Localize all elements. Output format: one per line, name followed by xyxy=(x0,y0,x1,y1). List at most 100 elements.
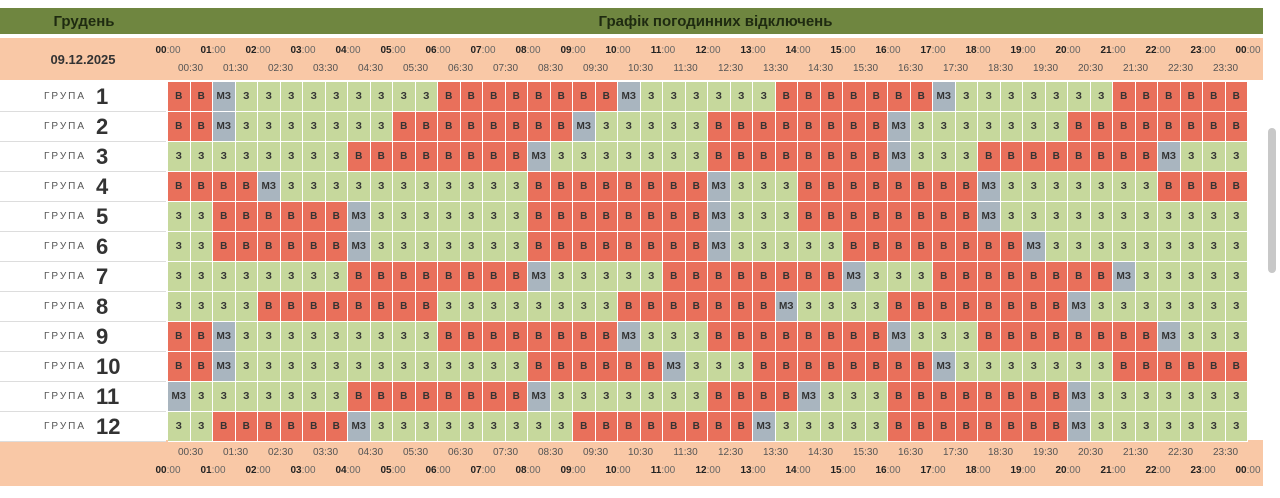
half-hour-label: 09:30 xyxy=(582,63,609,74)
half-hour-label: 11:30 xyxy=(673,63,698,74)
slot-cell: В xyxy=(438,82,461,112)
slot-cell: З xyxy=(1045,202,1068,232)
slot-cell: В xyxy=(798,202,821,232)
hour-label: 04:00 xyxy=(335,45,361,56)
slot-cell: МЗ xyxy=(1023,232,1046,262)
slot-cell: З xyxy=(1113,292,1136,322)
slot-cell: З xyxy=(483,412,506,442)
group-number: 1 xyxy=(96,83,109,109)
slot-cell: В xyxy=(505,262,528,292)
slot-cell: З xyxy=(393,322,416,352)
slot-cell: З xyxy=(415,202,438,232)
half-hour-label: 09:30 xyxy=(582,447,609,458)
slot-cell: З xyxy=(505,352,528,382)
slot-cell: В xyxy=(1000,292,1023,322)
slot-cell: З xyxy=(483,232,506,262)
slot-cell: З xyxy=(1225,232,1248,262)
half-hour-label: 04:30 xyxy=(357,63,384,74)
slot-cell: В xyxy=(865,82,888,112)
slot-cell: В xyxy=(1225,172,1248,202)
slot-cell: З xyxy=(258,352,281,382)
hour-label: 09:00 xyxy=(560,465,586,476)
slot-cell: З xyxy=(663,112,686,142)
slot-cell: В xyxy=(753,292,776,322)
slot-cell: В xyxy=(820,322,843,352)
slot-cell: В xyxy=(528,112,551,142)
slot-cell: З xyxy=(303,172,326,202)
slot-cell: З xyxy=(280,112,303,142)
slot-cell: В xyxy=(415,292,438,322)
hour-label: 19:00 xyxy=(1010,465,1036,476)
slot-cell: В xyxy=(235,202,258,232)
slot-cell: З xyxy=(370,322,393,352)
half-hour-label: 16:30 xyxy=(897,447,924,458)
slot-cell: В xyxy=(730,382,753,412)
slot-cell: В xyxy=(933,262,956,292)
slot-cell: В xyxy=(1045,322,1068,352)
slot-cell: МЗ xyxy=(258,172,281,202)
group-word: ГРУПА xyxy=(43,361,87,372)
slot-cell: МЗ xyxy=(348,232,371,262)
group-number: 9 xyxy=(96,323,109,349)
slot-cell: З xyxy=(955,112,978,142)
slot-cell: В xyxy=(888,412,911,442)
slot-cell: В xyxy=(438,382,461,412)
slot-cell: В xyxy=(1023,292,1046,322)
slot-cell: З xyxy=(1000,202,1023,232)
group-number: 7 xyxy=(96,263,109,289)
slot-cell: З xyxy=(258,112,281,142)
slot-cell: З xyxy=(933,142,956,172)
scrollbar[interactable] xyxy=(1268,128,1276,273)
slot-cell: МЗ xyxy=(213,82,236,112)
half-hour-label: 21:30 xyxy=(1122,447,1149,458)
slot-cell: В xyxy=(1045,292,1068,322)
slot-cell: З xyxy=(820,382,843,412)
half-hour-label: 08:30 xyxy=(537,63,564,74)
half-hour-label: 17:30 xyxy=(942,447,969,458)
slot-cell: В xyxy=(843,172,866,202)
slot-cell: З xyxy=(775,232,798,262)
slot-cell: В xyxy=(325,232,348,262)
slot-cell: В xyxy=(865,322,888,352)
slot-cell: В xyxy=(1023,142,1046,172)
slot-cell: З xyxy=(820,292,843,322)
slot-cell: В xyxy=(753,382,776,412)
slot-cell: В xyxy=(595,172,618,202)
slot-cell: З xyxy=(933,112,956,142)
slot-cell: З xyxy=(303,322,326,352)
slot-cell: В xyxy=(685,232,708,262)
half-hour-label: 10:30 xyxy=(627,63,654,74)
hour-label: 18:00 xyxy=(965,465,991,476)
slot-cell: В xyxy=(393,112,416,142)
slot-cell: В xyxy=(978,262,1001,292)
slot-cell: З xyxy=(1135,202,1158,232)
slot-cell: З xyxy=(1090,352,1113,382)
slot-cell: В xyxy=(708,142,731,172)
slot-cell: З xyxy=(573,382,596,412)
slot-cell: З xyxy=(235,352,258,382)
slot-cell: В xyxy=(438,112,461,142)
slot-cell: З xyxy=(1158,412,1181,442)
hour-label: 14:00 xyxy=(785,45,811,56)
slot-cell: З xyxy=(213,142,236,172)
slot-cell: З xyxy=(213,382,236,412)
half-hour-label: 22:30 xyxy=(1167,63,1194,74)
slot-cell: З xyxy=(460,292,483,322)
slot-cell: В xyxy=(438,142,461,172)
half-hour-label: 13:30 xyxy=(762,447,789,458)
slot-cell: З xyxy=(865,412,888,442)
group-number: 8 xyxy=(96,293,109,319)
slot-cell: З xyxy=(1068,172,1091,202)
time-footer xyxy=(0,440,1263,486)
slot-cell: В xyxy=(775,82,798,112)
slot-cell: В xyxy=(708,262,731,292)
slot-cell: В xyxy=(528,202,551,232)
slot-cell: З xyxy=(1225,202,1248,232)
slot-cell: З xyxy=(1023,112,1046,142)
slot-cell: З xyxy=(258,262,281,292)
half-hour-label: 20:30 xyxy=(1077,447,1104,458)
hour-label: 15:00 xyxy=(830,45,856,56)
slot-cell: В xyxy=(348,292,371,322)
slot-cell: В xyxy=(910,292,933,322)
slot-cell: З xyxy=(280,172,303,202)
